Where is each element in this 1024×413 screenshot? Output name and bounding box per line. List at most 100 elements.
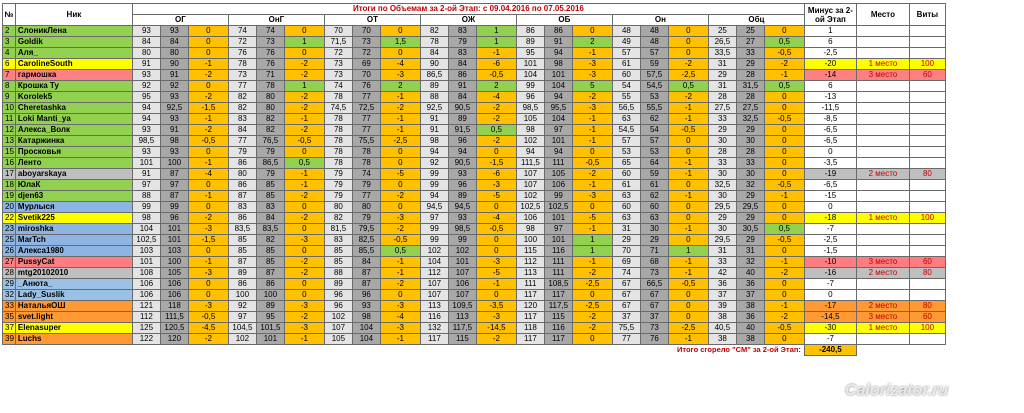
vity-cell <box>908 102 946 114</box>
diff-value-cell: -2 <box>667 58 709 70</box>
start-value-cell: 112 <box>515 256 545 268</box>
end-value-cell: 74 <box>351 168 381 180</box>
start-value-cell: 117 <box>515 289 545 301</box>
end-value-cell: 117 <box>543 333 573 345</box>
diff-value-cell: -3 <box>379 69 421 81</box>
end-value-cell: 101 <box>543 212 573 224</box>
end-value-cell: 40 <box>735 267 765 279</box>
start-value-cell: 82 <box>227 102 257 114</box>
end-value-cell: 94 <box>543 146 573 158</box>
end-value-cell: 75,5 <box>351 135 381 147</box>
start-value-cell: 117 <box>515 333 545 345</box>
diff-value-cell: -2 <box>763 267 805 279</box>
end-value-cell: 113 <box>447 311 477 323</box>
start-value-cell: 85 <box>323 256 353 268</box>
diff-value-cell: -1 <box>667 223 709 235</box>
diff-value-cell: 1 <box>571 234 613 246</box>
nick-cell: Svetik225 <box>14 212 133 224</box>
place-cell <box>855 135 910 147</box>
diff-value-cell: 0 <box>187 25 229 37</box>
start-value-cell: 90 <box>419 58 449 70</box>
diff-value-cell: 0 <box>571 25 613 37</box>
diff-value-cell: 0 <box>667 135 709 147</box>
end-value-cell: 98 <box>351 311 381 323</box>
start-value-cell: 33 <box>707 113 737 125</box>
diff-value-cell: -2 <box>379 190 421 202</box>
vity-cell <box>908 333 946 345</box>
start-value-cell: 78 <box>419 36 449 48</box>
diff-value-cell: 0 <box>763 25 805 37</box>
end-value-cell: 85 <box>255 190 285 202</box>
diff-value-cell: -2 <box>187 91 229 103</box>
start-value-cell: 121 <box>131 300 161 312</box>
diff-value-cell: 0 <box>283 223 325 235</box>
end-value-cell: 111,5 <box>159 311 189 323</box>
minus-cell: -16 <box>803 267 857 279</box>
diff-value-cell: -0,5 <box>763 113 805 125</box>
end-value-cell: 105 <box>543 168 573 180</box>
start-value-cell: 77 <box>227 80 257 92</box>
end-value-cell: 62 <box>639 113 669 125</box>
start-value-cell: 85 <box>227 234 257 246</box>
diff-value-cell: -1 <box>379 267 421 279</box>
place-cell <box>855 36 910 48</box>
row-number: 9 <box>2 91 16 103</box>
diff-value-cell: -2 <box>283 69 325 81</box>
table-row: 25 MarTch 102,5 101 -1,5 85 82 -3 83 82,5 -0,5 99 99… <box>2 234 946 246</box>
start-value-cell: 69 <box>611 256 641 268</box>
minus-cell: -8,5 <box>803 113 857 125</box>
start-value-cell: 98 <box>131 212 161 224</box>
row-number: 3 <box>2 36 16 48</box>
end-value-cell: 115 <box>447 333 477 345</box>
start-value-cell: 118 <box>515 322 545 334</box>
minus-cell: -6,5 <box>803 124 857 136</box>
place-cell <box>855 91 910 103</box>
place-cell <box>855 201 910 213</box>
start-value-cell: 78 <box>323 157 353 169</box>
diff-value-cell: -0,5 <box>763 234 805 246</box>
start-value-cell: 104,5 <box>227 322 257 334</box>
vity-cell <box>908 157 946 169</box>
nick-cell: Loki Manti_ya <box>14 113 133 125</box>
start-value-cell: 76 <box>227 47 257 59</box>
minus-cell: -3,5 <box>803 157 857 169</box>
end-value-cell: 30 <box>735 168 765 180</box>
start-value-cell: 104 <box>419 256 449 268</box>
diff-value-cell: 0,5 <box>667 80 709 92</box>
end-value-cell: 84 <box>447 91 477 103</box>
start-value-cell: 93 <box>131 146 161 158</box>
diff-value-cell: -1 <box>475 278 517 290</box>
diff-value-cell: -2 <box>571 91 613 103</box>
table-row: 32 Lady_Suslik 106 106 0 100 100 0 96 96 0 107 107 0 1… <box>2 289 946 301</box>
start-value-cell: 92 <box>131 80 161 92</box>
diff-value-cell: -1 <box>283 113 325 125</box>
end-value-cell: 80 <box>351 201 381 213</box>
diff-value-cell: 0 <box>763 245 805 257</box>
nick-cell: Korolek5 <box>14 91 133 103</box>
start-value-cell: 31 <box>707 80 737 92</box>
place-cell <box>855 289 910 301</box>
end-value-cell: 98,5 <box>447 223 477 235</box>
diff-value-cell: 0 <box>763 102 805 114</box>
end-value-cell: 100 <box>159 256 189 268</box>
table-row: 33 НатальяОШ 121 118 -3 92 89 -3 96 93 -3 113 109,5-… <box>2 300 946 312</box>
start-value-cell: 132 <box>419 322 449 334</box>
end-value-cell: 73 <box>351 36 381 48</box>
start-value-cell: 38 <box>707 311 737 323</box>
end-value-cell: 102 <box>447 245 477 257</box>
diff-value-cell: -2 <box>763 58 805 70</box>
minus-cell: -18 <box>803 212 857 224</box>
diff-value-cell: -3 <box>571 102 613 114</box>
start-value-cell: 97 <box>227 311 257 323</box>
minus-cell: -19 <box>803 168 857 180</box>
diff-value-cell: -5 <box>571 212 613 224</box>
end-value-cell: 54 <box>639 124 669 136</box>
start-value-cell: 102,5 <box>131 234 161 246</box>
start-value-cell: 89 <box>515 36 545 48</box>
start-value-cell: 70 <box>323 25 353 37</box>
start-value-cell: 117 <box>515 311 545 323</box>
diff-value-cell: 0 <box>667 146 709 158</box>
end-value-cell: 69 <box>351 58 381 70</box>
diff-value-cell: 1 <box>571 245 613 257</box>
diff-value-cell: -1 <box>571 47 613 59</box>
